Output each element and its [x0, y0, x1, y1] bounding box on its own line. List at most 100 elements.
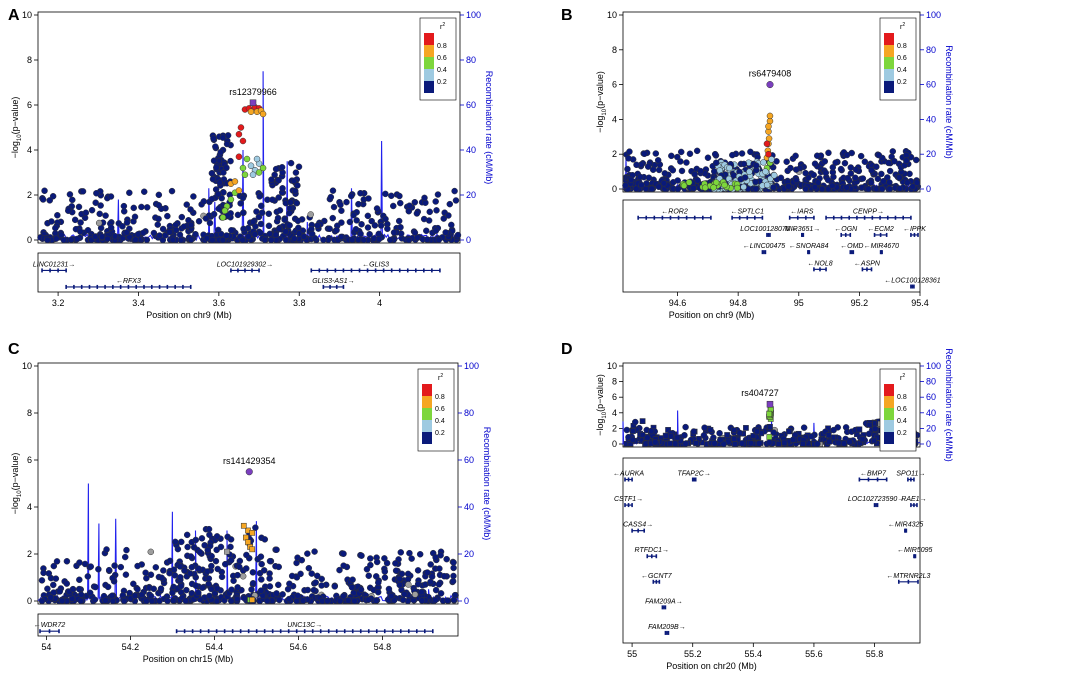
gene-exon: [49, 268, 51, 273]
snp-point: [716, 429, 723, 437]
gene-exon: [263, 629, 266, 634]
snp-point: [272, 165, 280, 173]
lead-snp-point: [245, 468, 253, 476]
snp-point: [667, 440, 673, 447]
y-right-axis-label: Recombination rate (cM/Mb): [944, 348, 954, 462]
snp-point: [434, 191, 442, 198]
snp-point: [683, 159, 690, 166]
snp-point: [237, 124, 245, 131]
snp-point: [293, 199, 301, 207]
snp-point: [344, 597, 352, 604]
y-axis-label-sub: 10: [602, 108, 608, 115]
y-tick-label: 0: [612, 184, 617, 194]
gene-exon: [119, 284, 122, 289]
gene-exon: [886, 215, 889, 220]
snp-point: [50, 581, 57, 589]
gene-label: CENPP→: [853, 209, 884, 216]
snp-point: [740, 160, 748, 168]
x-tick-label: 55: [627, 649, 637, 659]
snp-point: [195, 218, 203, 225]
snp-point: [397, 199, 404, 207]
snp-point: [187, 221, 195, 229]
snp-point: [219, 134, 227, 141]
snp-point: [878, 170, 885, 178]
snp-point: [269, 196, 276, 203]
legend-tick-label: 0.4: [897, 418, 907, 425]
y-axis-label-part: −log: [595, 116, 605, 133]
snp-point: [77, 228, 84, 235]
snp-point: [736, 429, 744, 437]
gene-exon: [244, 268, 246, 273]
snp-point: [648, 185, 656, 193]
gene-exon: [867, 477, 870, 482]
snp-point: [150, 229, 158, 237]
gene-label: GLIS3-AS1→: [312, 278, 354, 285]
snp-point: [913, 179, 921, 186]
gene-exon: [885, 477, 888, 482]
snp-point: [239, 573, 247, 580]
gene-exon: [710, 215, 712, 220]
snp-point: [405, 207, 413, 215]
snp-point: [198, 535, 206, 542]
snp-point: [228, 586, 235, 593]
y-tick-label: 0: [27, 235, 32, 245]
gene-exon: [650, 554, 653, 559]
snp-point: [278, 164, 286, 171]
gene-exon: [661, 605, 664, 610]
snp-point: [120, 597, 128, 605]
snp-point: [143, 597, 150, 605]
snp-point: [387, 236, 394, 244]
gene-label: RTFDC1→: [635, 547, 669, 554]
snp-point: [206, 219, 214, 227]
snp-point: [371, 222, 379, 229]
snp-point: [142, 569, 149, 577]
snp-point: [257, 220, 265, 228]
panel-letter: D: [561, 341, 573, 358]
snp-point: [405, 581, 412, 588]
gene-label: ←MIR4670: [864, 243, 900, 250]
snp-point: [810, 171, 817, 179]
snp-point: [385, 585, 393, 593]
snp-point: [48, 218, 55, 225]
x-axis-label: Position on chr9 (Mb): [146, 310, 232, 320]
gene-exon: [624, 477, 626, 482]
snp-point: [792, 166, 800, 173]
gene-exon: [158, 284, 161, 289]
gene-label: FAM209A→: [645, 598, 683, 605]
snp-point: [387, 592, 395, 600]
gene-exon: [664, 630, 667, 635]
snp-point: [424, 569, 431, 576]
snp-point: [44, 236, 51, 244]
gene-exon: [643, 528, 646, 533]
snp-point: [638, 181, 645, 189]
snp-point: [837, 165, 845, 173]
r2-legend: r2 0.8 0.6 0.4 0.2: [879, 368, 917, 452]
gene-exon: [631, 503, 633, 508]
legend-title: r2: [900, 373, 905, 382]
snp-point: [177, 236, 185, 244]
snp-point: [336, 566, 343, 574]
snp-point: [241, 594, 248, 602]
x-tick-label: 95.2: [851, 298, 869, 308]
gene-label: ←GCNT7: [641, 573, 673, 580]
snp-point: [122, 571, 130, 578]
gene-exon: [342, 284, 345, 289]
snp-point: [397, 549, 405, 556]
snp-point: [770, 184, 777, 191]
y-right-tick-label: 80: [926, 377, 936, 387]
snp-point: [738, 150, 746, 157]
snp-point: [411, 591, 419, 598]
snp-point: [729, 151, 736, 159]
gene-exon: [677, 215, 680, 220]
snp-point: [291, 235, 298, 242]
gene-exon: [230, 268, 232, 273]
snp-point: [909, 183, 917, 190]
snp-point: [253, 208, 260, 215]
snp-point: [290, 177, 298, 185]
snp-point: [781, 439, 788, 446]
snp-point: [266, 557, 274, 565]
snp-point: [346, 218, 354, 226]
plot-frame: [37, 11, 461, 244]
snp-points: [38, 522, 459, 605]
gene-label: SPO11→: [896, 471, 925, 478]
